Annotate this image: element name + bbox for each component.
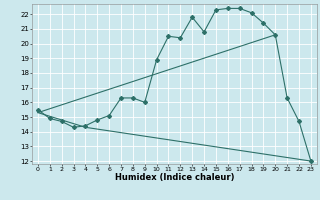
X-axis label: Humidex (Indice chaleur): Humidex (Indice chaleur) (115, 173, 234, 182)
